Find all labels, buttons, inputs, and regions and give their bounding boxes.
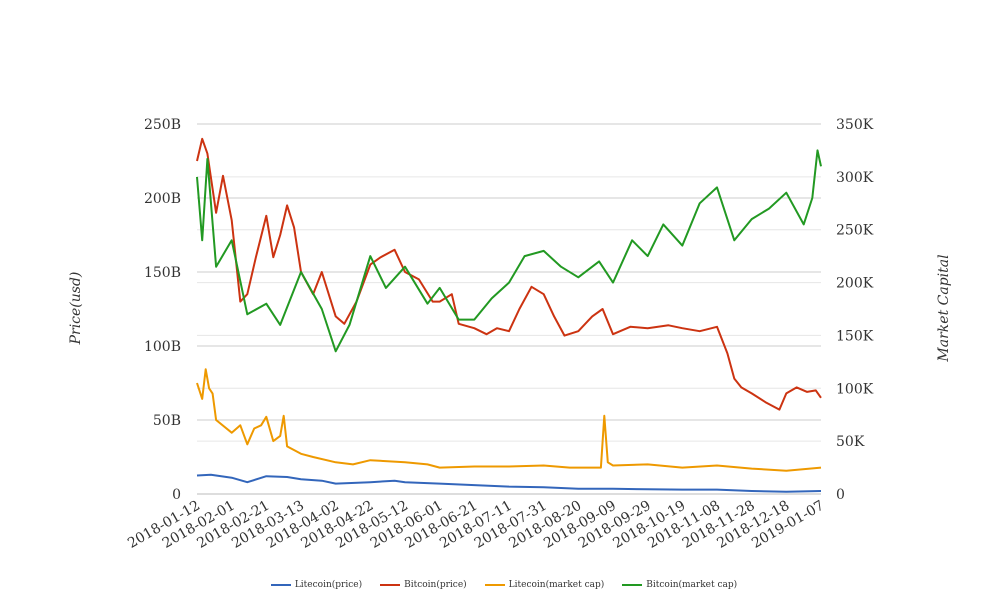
- grid-lines: [197, 123, 821, 495]
- y-tick-label-left: 150B: [144, 265, 181, 281]
- legend-label: Bitcoin(price): [404, 580, 467, 590]
- legend-swatch: [622, 584, 643, 586]
- y-axis-right-title: Market Capital: [936, 254, 952, 362]
- y-tick-label-right: 350K: [836, 117, 874, 133]
- legend-swatch: [380, 584, 401, 586]
- y-axis-right: 0 50K 100K 150K 200K 250K 300K 350K: [836, 117, 874, 503]
- legend-label: Litecoin(market cap): [508, 580, 605, 590]
- series-group: [196, 137, 822, 493]
- series-line-bitcoin-price: [196, 137, 822, 411]
- y-tick-label-left: 0: [172, 487, 181, 503]
- series-line-bitcoin-market-cap: [196, 149, 822, 353]
- legend-item[interactable]: Bitcoin(price): [380, 580, 467, 590]
- legend-item[interactable]: Bitcoin(market cap): [622, 580, 737, 590]
- legend-item[interactable]: Litecoin(price): [270, 580, 363, 590]
- y-tick-label-right: 300K: [836, 170, 874, 186]
- y-axis-left: 0 50B 100B 150B 200B 250B: [144, 117, 181, 503]
- y-tick-label-left: 50B: [153, 413, 181, 429]
- legend: Litecoin(price) Bitcoin(price) Litecoin(ma…: [0, 576, 1008, 594]
- y-tick-label-right: 100K: [836, 381, 874, 397]
- y-tick-label-right: 200K: [836, 276, 874, 292]
- y-tick-label-left: 250B: [144, 117, 181, 133]
- series-line-litecoin-market-cap: [196, 368, 822, 472]
- x-axis: 2018-01-122018-02-012018-02-212018-03-13…: [125, 498, 827, 552]
- legend-label: Bitcoin(market cap): [646, 580, 738, 590]
- legend-item[interactable]: Litecoin(market cap): [484, 580, 605, 590]
- y-tick-label-right: 150K: [836, 328, 874, 344]
- series-line-litecoin-price: [196, 473, 822, 493]
- y-axis-left-title: Price(usd): [68, 272, 84, 346]
- legend-swatch: [270, 584, 291, 586]
- y-tick-label-left: 100B: [144, 339, 181, 355]
- y-tick-label-right: 250K: [836, 223, 874, 239]
- y-tick-label-right: 0: [836, 487, 845, 503]
- legend-label: Litecoin(price): [294, 580, 363, 590]
- y-tick-label-right: 50K: [836, 434, 865, 450]
- y-tick-label-left: 200B: [144, 191, 181, 207]
- legend-swatch: [484, 584, 505, 586]
